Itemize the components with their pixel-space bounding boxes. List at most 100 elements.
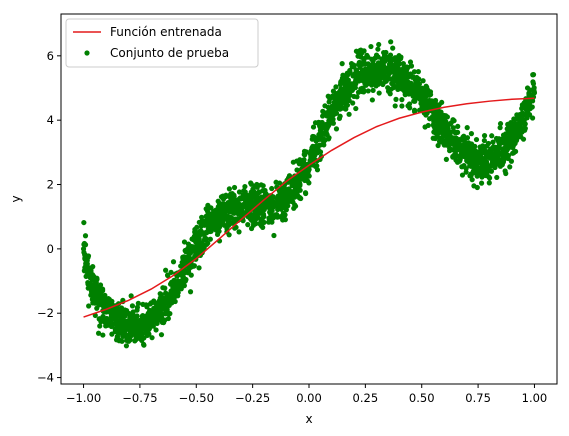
scatter-point (216, 206, 222, 212)
scatter-point (478, 180, 485, 186)
scatter-point (80, 246, 87, 252)
x-tick-label: −1.00 (66, 391, 101, 405)
scatter-point (526, 92, 532, 98)
scatter-point (500, 148, 506, 154)
scatter-point (388, 39, 394, 45)
scatter-point (398, 82, 404, 88)
scatter-point (292, 178, 298, 184)
scatter-point (452, 151, 458, 157)
scatter-point (503, 131, 509, 137)
y-tick-label: 6 (47, 49, 54, 63)
scatter-point (89, 282, 95, 288)
scatter-point (123, 332, 129, 338)
scatter-point (223, 215, 229, 221)
scatter-point (104, 321, 110, 327)
scatter-point (507, 164, 513, 170)
scatter-point (410, 83, 416, 89)
scatter-point (186, 251, 192, 257)
scatter-point (428, 91, 434, 98)
scatter-point (205, 240, 211, 246)
scatter-point (187, 289, 194, 295)
scatter-point (360, 67, 366, 73)
scatter-point (257, 210, 263, 216)
scatter-point (527, 87, 533, 93)
scatter-point (130, 311, 136, 317)
scatter-point (82, 251, 88, 257)
scatter-point (94, 294, 100, 300)
scatter-point (418, 100, 424, 107)
y-tick-label: 0 (47, 242, 54, 256)
scatter-point (280, 217, 286, 223)
scatter-point (346, 97, 352, 104)
scatter-point (144, 332, 150, 338)
scatter-point (303, 190, 309, 197)
scatter-point (383, 66, 389, 72)
scatter-point (400, 61, 406, 67)
scatter-point (530, 79, 536, 85)
scatter-point (279, 204, 285, 210)
scatter-point (312, 120, 319, 126)
scatter-point (88, 269, 94, 275)
scatter-point (461, 133, 467, 139)
scatter-point (510, 142, 517, 148)
scatter-point (94, 305, 100, 311)
scatter-point (393, 96, 399, 102)
scatter-point (220, 196, 227, 202)
scatter-point (211, 218, 217, 225)
scatter-point (253, 193, 260, 199)
scatter-point (160, 299, 166, 306)
scatter-point (291, 205, 297, 211)
x-tick-label: 0.00 (296, 391, 322, 405)
scatter-point (165, 315, 171, 322)
scatter-point (160, 285, 166, 291)
scatter-point (168, 269, 174, 275)
scatter-point (221, 201, 227, 207)
scatter-point (464, 125, 470, 131)
legend-label-test-set: Conjunto de prueba (110, 46, 229, 60)
scatter-point (404, 64, 410, 70)
scatter-point (405, 103, 411, 109)
scatter-point (468, 131, 475, 137)
scatter-point (108, 321, 114, 327)
scatter-point (420, 78, 426, 84)
scatter-point (196, 219, 202, 225)
scatter-point (82, 265, 88, 271)
scatter-point (287, 189, 294, 195)
scatter-point (411, 107, 418, 113)
scatter-point (254, 184, 260, 190)
scatter-point (116, 338, 122, 344)
scatter-point (192, 230, 198, 237)
scatter-point (471, 153, 477, 159)
legend-box (65, 18, 259, 68)
scatter-point (469, 177, 475, 183)
scatter-point (450, 125, 456, 131)
scatter-point (306, 180, 312, 186)
scatter-point (82, 233, 89, 239)
scatter-point (157, 291, 163, 297)
scatter-point (128, 293, 134, 299)
scatter-point (491, 156, 497, 162)
scatter-point (315, 137, 321, 143)
scatter-point (519, 110, 525, 116)
scatter-point (484, 143, 490, 149)
scatter-point (149, 335, 155, 341)
scatter-point (356, 59, 362, 66)
x-tick-label: 0.50 (409, 391, 435, 405)
scatter-point (432, 117, 438, 123)
y-tick-label: −4 (37, 371, 54, 385)
scatter-point (473, 136, 480, 143)
scatter-point (356, 74, 362, 80)
scatter-point (351, 62, 357, 68)
scatter-point (333, 84, 339, 90)
scatter-point (353, 105, 359, 112)
scatter-point (497, 125, 503, 131)
scatter-point (226, 186, 232, 192)
scatter-point (126, 338, 132, 344)
scatter-point (113, 327, 120, 334)
scatter-point (279, 195, 285, 201)
scatter-point (518, 119, 524, 125)
scatter-point (134, 307, 140, 313)
scatter-point (511, 116, 517, 122)
scatter-point (530, 72, 537, 78)
scatter-point (270, 204, 276, 210)
